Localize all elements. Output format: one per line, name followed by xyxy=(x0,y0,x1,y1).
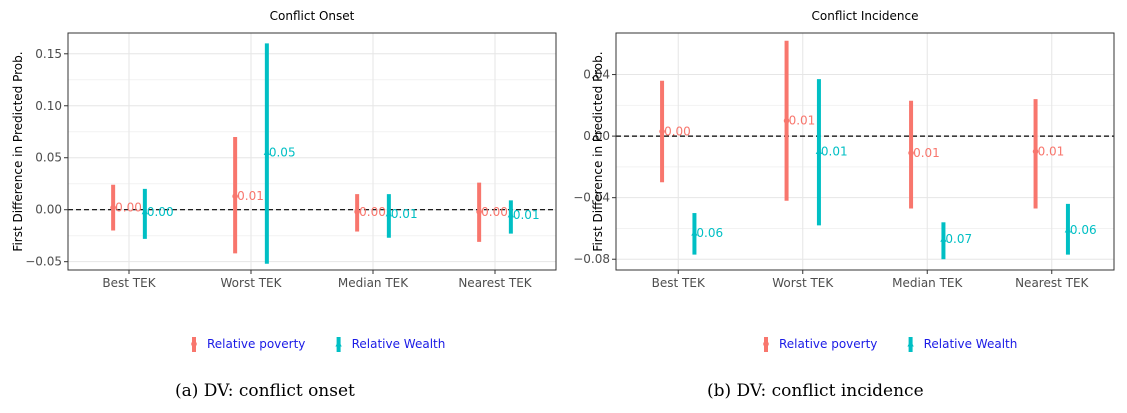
data-label-relative_poverty: 0.01 xyxy=(237,189,264,203)
y-tick-label: 0.00 xyxy=(35,203,62,217)
panel-title: Conflict Onset xyxy=(270,9,355,23)
point-relative_wealth xyxy=(141,208,149,215)
point-relative_poverty xyxy=(476,208,482,215)
panel-conflict-onset: Conflict Onset 0.00 0.01 0.00 0.00 0.00 0.05 0.… xyxy=(11,9,557,352)
legend-label-relative_poverty: Relative poverty xyxy=(207,337,305,351)
point-relative_poverty xyxy=(110,204,116,211)
legend-marker-relative_poverty xyxy=(763,341,769,347)
panel-conflict-incidence: Conflict Incidence 0.00 0.01 0.01 0.01 0.06 0.… xyxy=(573,9,1115,352)
data-label-relative_wealth: 0.06 xyxy=(1070,223,1097,237)
x-tick-label: Nearest TEK xyxy=(1015,276,1089,290)
legend-marker-relative_wealth xyxy=(335,340,342,347)
y-tick-label: 0.10 xyxy=(35,99,62,113)
data-label-relative_poverty: 0.00 xyxy=(481,205,508,219)
legend-label-relative_wealth: Relative Wealth xyxy=(924,337,1018,351)
point-relative_wealth xyxy=(263,149,271,156)
x-tick-label: Worst TEK xyxy=(221,276,283,290)
point-relative_wealth xyxy=(691,229,698,236)
y-tick-label: 0.00 xyxy=(583,129,610,143)
legend-marker-relative_poverty xyxy=(191,341,197,347)
legend-marker-relative_wealth xyxy=(907,340,914,347)
point-relative_poverty xyxy=(908,150,914,156)
point-relative_poverty xyxy=(232,193,238,199)
legend-label-relative_wealth: Relative Wealth xyxy=(352,337,446,351)
point-relative_poverty xyxy=(354,208,360,215)
legend-label-relative_poverty: Relative poverty xyxy=(779,337,877,351)
y-tick-label: −0.08 xyxy=(573,252,610,266)
y-axis-label: First Difference in Predicted Prob. xyxy=(591,51,605,251)
plot-border xyxy=(67,32,557,271)
y-tick-label: 0.05 xyxy=(35,151,62,165)
point-relative_wealth xyxy=(385,210,393,217)
data-label-relative_wealth: 0.01 xyxy=(821,145,848,159)
y-tick-label: 0.15 xyxy=(35,47,62,61)
point-relative_poverty xyxy=(1032,148,1039,155)
point-relative_poverty xyxy=(659,128,665,135)
data-label-relative_wealth: 0.05 xyxy=(269,146,296,160)
data-label-relative_wealth: 0.00 xyxy=(147,205,174,219)
caption-b: (b) DV: conflict incidence xyxy=(707,381,924,401)
x-tick-label: Best TEK xyxy=(102,276,156,290)
data-label-relative_wealth: 0.07 xyxy=(945,232,972,246)
x-tick-label: Best TEK xyxy=(652,276,706,290)
data-label-relative_poverty: 0.01 xyxy=(789,114,816,128)
data-label-relative_wealth: 0.01 xyxy=(391,207,418,221)
point-relative_poverty xyxy=(783,117,790,124)
point-relative_wealth xyxy=(940,235,947,242)
y-tick-label: −0.04 xyxy=(573,191,610,205)
point-relative_wealth xyxy=(1064,226,1072,233)
panel-title: Conflict Incidence xyxy=(812,9,919,23)
x-tick-label: Worst TEK xyxy=(772,276,834,290)
point-relative_wealth xyxy=(507,211,515,218)
y-tick-label: −0.05 xyxy=(25,255,62,269)
y-tick-label: 0.04 xyxy=(583,68,610,82)
data-label-relative_poverty: 0.01 xyxy=(1038,145,1065,159)
caption-a: (a) DV: conflict onset xyxy=(175,381,355,401)
data-label-relative_poverty: 0.00 xyxy=(359,205,386,219)
data-label-relative_wealth: 0.01 xyxy=(513,208,540,222)
plot-border xyxy=(615,32,1115,271)
data-label-relative_wealth: 0.06 xyxy=(696,226,723,240)
data-label-relative_poverty: 0.01 xyxy=(913,146,940,160)
point-relative_wealth xyxy=(815,148,823,154)
data-label-relative_poverty: 0.00 xyxy=(664,124,691,138)
x-tick-label: Median TEK xyxy=(892,276,963,290)
x-tick-label: Median TEK xyxy=(338,276,409,290)
x-tick-label: Nearest TEK xyxy=(458,276,532,290)
y-axis-label: First Difference in Predicted Prob. xyxy=(11,51,25,251)
data-label-relative_poverty: 0.00 xyxy=(115,201,142,215)
